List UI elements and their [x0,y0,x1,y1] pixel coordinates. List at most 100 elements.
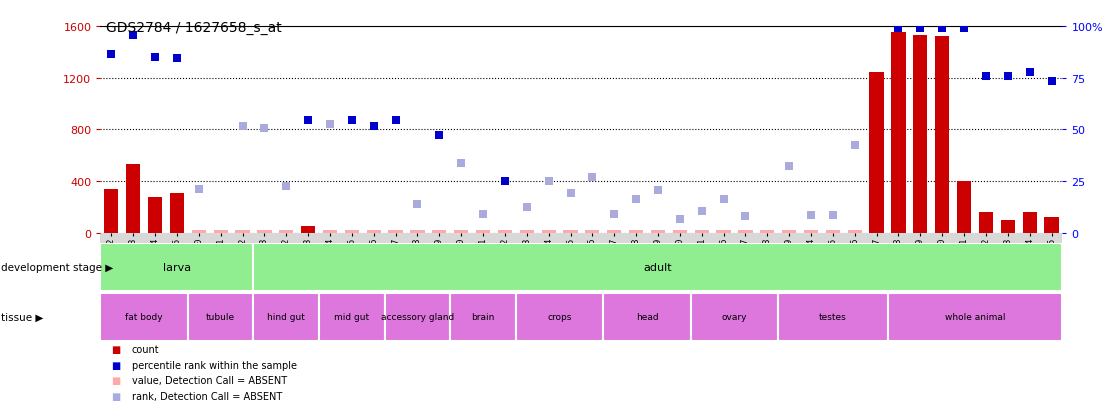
Bar [100,293,187,341]
Bar [760,231,775,233]
Bar [253,293,319,341]
Bar [388,231,403,233]
Point [584,175,602,181]
Text: whole animal: whole animal [945,313,1006,321]
Point [518,204,536,211]
Bar [716,231,731,233]
Bar [432,231,446,233]
Bar [258,231,271,233]
Bar [454,231,469,233]
Bar [385,293,450,341]
Text: brain: brain [471,313,494,321]
Text: adult: adult [644,262,672,273]
Point [1042,78,1060,85]
Text: tissue ▶: tissue ▶ [1,312,44,322]
Point [671,216,689,223]
Bar [629,231,643,233]
Bar [1001,221,1014,233]
Bar [475,231,490,233]
Bar [319,293,385,341]
Bar [100,244,253,291]
Text: hind gut: hind gut [268,313,305,321]
Text: accessory gland: accessory gland [381,313,454,321]
Bar [604,293,691,341]
Point [802,213,820,219]
Bar [607,231,622,233]
Bar [411,231,424,233]
Point [976,74,994,81]
Point [780,163,798,170]
Point [124,33,142,39]
Text: ■: ■ [112,344,121,354]
Bar [935,37,950,233]
Point [256,126,273,132]
Bar [104,190,118,233]
Point [933,26,951,33]
Bar [892,33,905,233]
Point [233,123,251,130]
Point [540,178,558,185]
Bar [126,165,141,233]
Point [299,118,317,124]
Bar [848,231,862,233]
Point [1021,70,1039,76]
Bar [913,36,927,233]
Bar [694,231,709,233]
Point [627,197,645,203]
Bar [651,231,665,233]
Point [714,197,732,203]
Bar [253,244,1062,291]
Bar [782,231,796,233]
Bar [979,213,993,233]
Text: value, Detection Call = ABSENT: value, Detection Call = ABSENT [132,375,287,385]
Point [321,121,339,128]
Text: fat body: fat body [125,313,163,321]
Point [496,178,513,185]
Bar [887,293,1062,341]
Text: crops: crops [547,313,571,321]
Bar [498,231,512,233]
Bar [345,231,359,233]
Point [431,132,449,139]
Text: count: count [132,344,160,354]
Point [169,56,186,62]
Bar [541,231,556,233]
Text: percentile rank within the sample: percentile rank within the sample [132,360,297,370]
Bar [450,293,516,341]
Point [190,186,208,193]
Text: rank, Detection Call = ABSENT: rank, Detection Call = ABSENT [132,391,282,401]
Bar [520,231,533,233]
Point [693,208,711,215]
Bar [279,231,294,233]
Bar [673,231,687,233]
Bar [778,293,887,341]
Point [365,123,383,130]
Text: larva: larva [163,262,191,273]
Bar [804,231,818,233]
Point [386,118,404,124]
Point [452,160,470,167]
Bar [192,231,206,233]
Bar [235,231,250,233]
Bar [367,231,381,233]
Text: ■: ■ [112,360,121,370]
Point [955,26,973,33]
Bar [739,231,752,233]
Bar [1045,218,1059,233]
Point [474,211,492,217]
Text: development stage ▶: development stage ▶ [1,263,114,273]
Text: mid gut: mid gut [335,313,369,321]
Point [408,202,426,208]
Bar [516,293,604,341]
Point [561,190,579,197]
Bar [170,193,184,233]
Point [103,52,121,59]
Bar [826,231,840,233]
Text: ovary: ovary [722,313,748,321]
Point [846,142,864,149]
Bar [956,182,971,233]
Bar [564,231,578,233]
Point [650,188,667,194]
Text: head: head [636,313,658,321]
Text: ■: ■ [112,375,121,385]
